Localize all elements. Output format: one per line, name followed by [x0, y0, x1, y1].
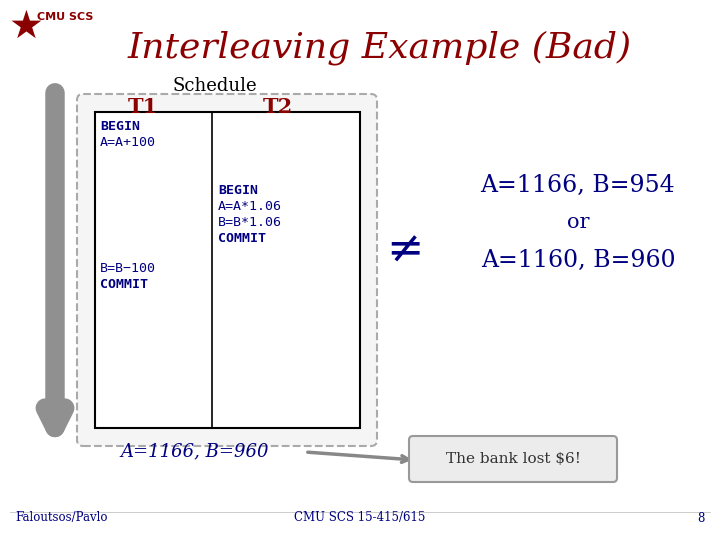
Text: T1: T1	[128, 97, 158, 117]
Text: A=1160, B=960: A=1160, B=960	[481, 248, 675, 272]
Text: COMMIT: COMMIT	[100, 278, 148, 291]
Text: BEGIN: BEGIN	[218, 184, 258, 197]
Text: B=B−100: B=B−100	[100, 262, 156, 275]
Text: CMU SCS 15-415/615: CMU SCS 15-415/615	[294, 511, 426, 524]
FancyBboxPatch shape	[409, 436, 617, 482]
Text: BEGIN: BEGIN	[100, 120, 140, 133]
Bar	[95, 112, 360, 428]
Text: TIME: TIME	[22, 249, 37, 291]
Text: 8: 8	[698, 511, 705, 524]
Text: A=1166, B=960: A=1166, B=960	[121, 442, 269, 460]
Text: A=A*1.06: A=A*1.06	[218, 200, 282, 213]
Text: ≠: ≠	[387, 228, 423, 272]
Text: Schedule: Schedule	[173, 77, 257, 95]
Text: CMU SCS: CMU SCS	[37, 12, 94, 22]
Text: B=B*1.06: B=B*1.06	[218, 216, 282, 229]
Text: T2: T2	[263, 97, 293, 117]
Text: Faloutsos/Pavlo: Faloutsos/Pavlo	[15, 511, 107, 524]
Text: Interleaving Example (Bad): Interleaving Example (Bad)	[128, 30, 632, 65]
Text: or: or	[567, 213, 589, 232]
Text: A=1166, B=954: A=1166, B=954	[481, 173, 675, 197]
Text: The bank lost $6!: The bank lost $6!	[446, 452, 580, 466]
Text: ★: ★	[8, 8, 43, 46]
FancyBboxPatch shape	[77, 94, 377, 446]
Text: COMMIT: COMMIT	[218, 232, 266, 245]
Text: A=A+100: A=A+100	[100, 136, 156, 149]
